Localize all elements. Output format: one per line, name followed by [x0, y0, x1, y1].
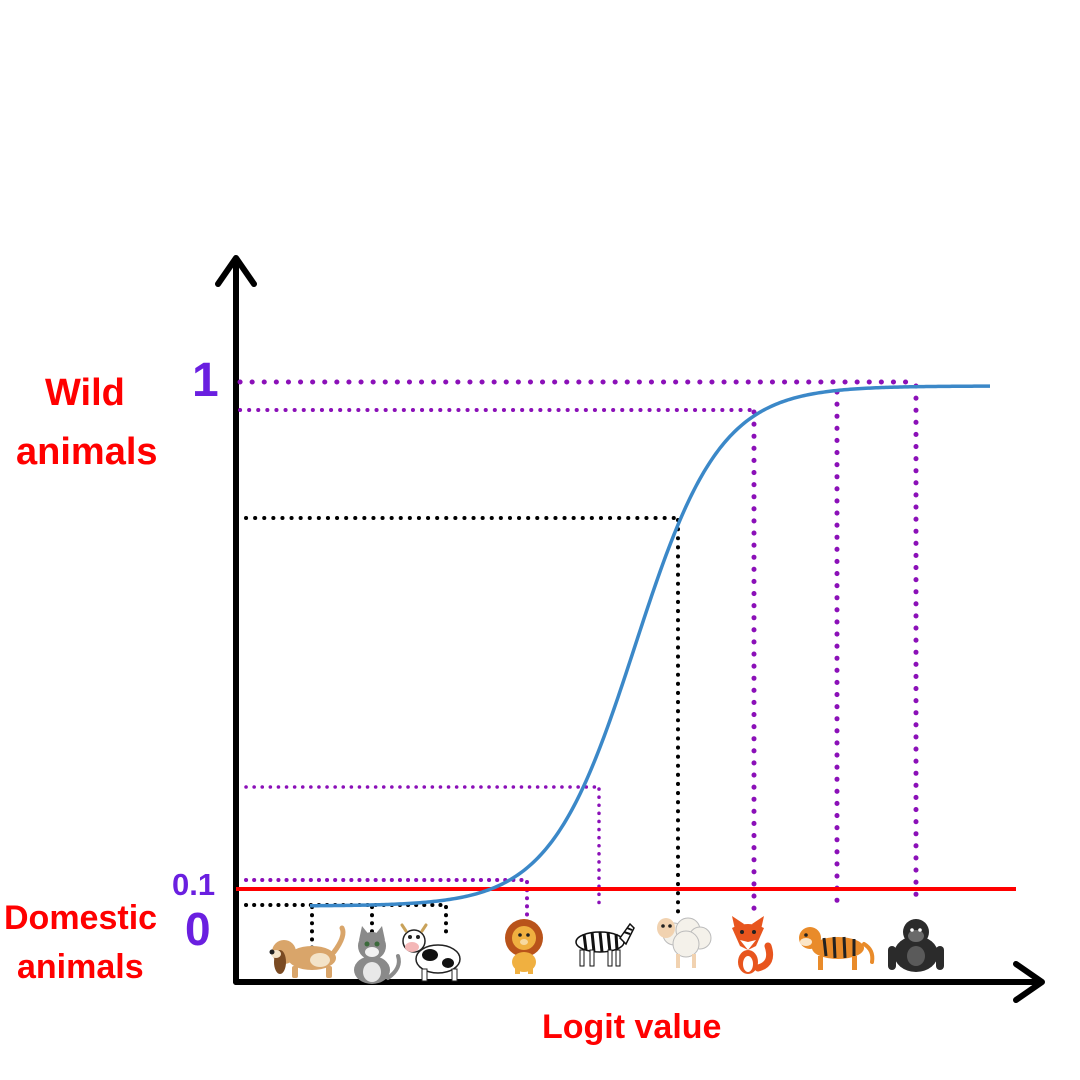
fox-icon	[732, 916, 774, 974]
tick-zero-label: 0	[185, 903, 211, 955]
cat-icon	[354, 926, 401, 984]
cow-icon	[400, 923, 461, 982]
threshold-label: 0.1	[172, 867, 216, 902]
wild-label-line1: Wild	[45, 372, 125, 414]
domestic-label-line1: Domestic	[4, 899, 158, 937]
tick-one-label: 1	[192, 354, 219, 407]
y-axis-arrow-icon	[215, 255, 257, 287]
sigmoid-curve	[309, 384, 991, 908]
tiger-icon	[799, 927, 875, 970]
x-axis-arrow-icon	[1013, 961, 1045, 1003]
x-axis-label: Logit value	[542, 1008, 722, 1046]
wild-label-line2: animals	[16, 431, 158, 473]
lion-icon	[505, 919, 543, 974]
domestic-label-line2: animals	[17, 948, 144, 986]
sheep-icon	[657, 917, 712, 968]
gorilla-icon	[888, 919, 944, 972]
dog-icon	[269, 925, 346, 978]
zebra-icon	[575, 922, 635, 967]
